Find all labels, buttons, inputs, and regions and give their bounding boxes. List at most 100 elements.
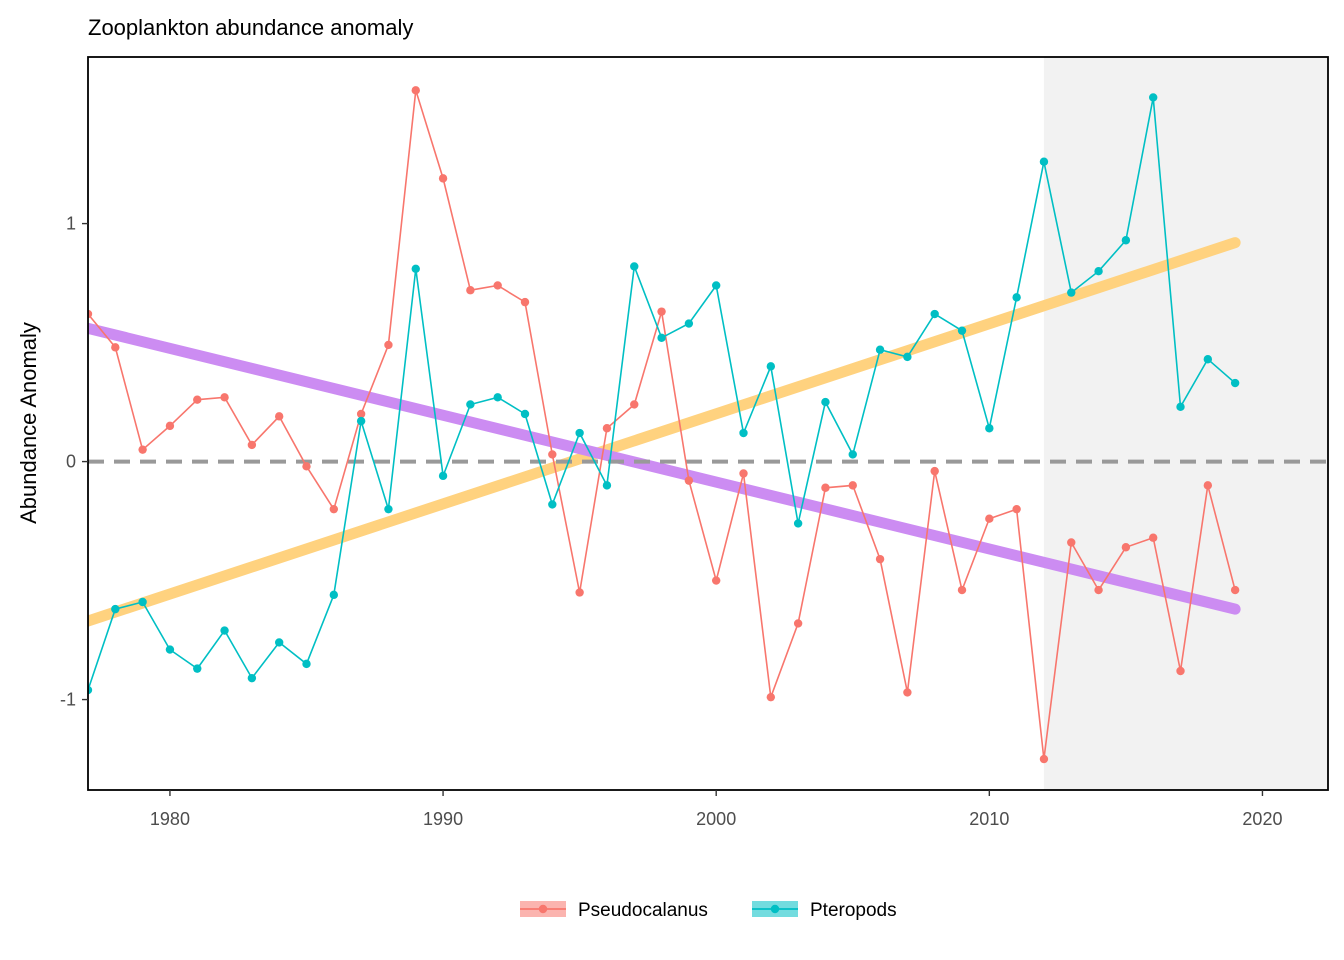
x-tick-label-2020: 2020 [1242,809,1282,829]
data-point-pseudocalanus-1987 [356,409,366,419]
data-point-pseudocalanus-2004 [821,483,830,492]
trend-line-2 [88,322,1241,615]
data-point-pseudocalanus-2014 [1094,585,1103,595]
data-point-pteropods-1983 [247,673,257,683]
data-point-pteropods-1987 [356,416,366,426]
data-point-pseudocalanus-2003 [793,619,803,628]
data-point-pseudocalanus-1994 [548,450,557,459]
data-point-pseudocalanus-1979 [138,445,147,454]
data-point-pseudocalanus-1995 [575,588,584,597]
data-point-pteropods-1989 [411,264,420,274]
x-tick-label-2010: 2010 [969,809,1009,829]
data-point-pteropods-2006 [875,345,885,354]
data-point-pseudocalanus-1985 [302,462,311,471]
data-point-pteropods-1997 [630,262,639,271]
data-point-pseudocalanus-2008 [930,466,939,476]
data-point-pteropods-2010 [985,424,994,433]
trend-line-1 [88,237,1241,627]
data-point-pseudocalanus-1977 [88,309,93,319]
data-point-pteropods-2000 [711,281,721,290]
y-axis-title: Abundance Anomaly [16,322,41,524]
data-point-pteropods-2015 [1121,236,1131,245]
data-point-pseudocalanus-1978 [111,343,120,352]
data-point-pteropods-1993 [520,409,530,419]
legend-label-pteropods: Pteropods [810,900,897,921]
plot-area [88,57,1328,790]
data-point-pseudocalanus-2016 [1148,533,1158,542]
data-point-pseudocalanus-1999 [684,476,694,485]
data-point-pseudocalanus-1998 [657,307,666,316]
legend-key-point-pseudocalanus [538,904,548,914]
data-point-pteropods-1996 [602,481,612,490]
data-point-pseudocalanus-2006 [875,554,885,564]
data-point-pseudocalanus-2000 [711,576,721,585]
y-tick-label-0: 0 [66,452,76,472]
data-point-pseudocalanus-2001 [739,469,748,478]
legend: Pseudocalanus Pteropods [520,900,897,921]
data-point-pseudocalanus-2019 [1230,585,1240,595]
data-point-pseudocalanus-1996 [602,424,612,433]
data-point-pteropods-2016 [1148,93,1158,102]
data-point-pteropods-2004 [821,397,830,407]
data-point-pteropods-1991 [466,400,475,409]
x-tick-label-2000: 2000 [696,809,736,829]
data-point-pteropods-2013 [1067,288,1076,297]
data-point-pteropods-2005 [848,450,857,459]
data-point-pseudocalanus-1991 [466,286,475,295]
legend-key-point-pteropods [770,904,780,914]
data-point-pteropods-2011 [1012,293,1021,302]
data-point-pseudocalanus-1988 [384,340,393,350]
plot-border [87,56,1329,791]
x-tick-label-1990: 1990 [423,809,463,829]
plot-panel: 1980 1990 2000 2010 2020 -1 0 1 [60,56,1329,829]
y-tick-label--1: -1 [60,690,76,710]
data-point-pseudocalanus-1986 [329,504,339,514]
data-point-pteropods-2001 [739,428,748,438]
data-point-pteropods-1995 [575,428,584,438]
data-point-pteropods-1994 [548,500,557,509]
data-point-pteropods-1981 [193,664,202,673]
data-point-pseudocalanus-2013 [1067,538,1076,547]
data-point-pseudocalanus-1997 [630,400,639,409]
data-point-pseudocalanus-1989 [411,86,420,95]
data-point-pseudocalanus-2017 [1176,666,1185,676]
data-point-pseudocalanus-2002 [766,692,776,702]
data-point-pseudocalanus-2015 [1121,543,1131,552]
chart-title: Zooplankton abundance anomaly [88,15,413,40]
data-point-pseudocalanus-1980 [165,421,175,431]
data-point-pteropods-1990 [438,471,448,481]
data-point-pteropods-1979 [138,597,147,607]
data-point-pseudocalanus-1990 [438,174,448,183]
data-point-pteropods-2002 [766,362,776,371]
data-point-pteropods-2008 [930,309,939,319]
data-point-pteropods-1982 [220,626,229,635]
data-point-pteropods-1984 [274,638,284,647]
data-point-pseudocalanus-2012 [1039,754,1049,764]
data-point-pseudocalanus-1981 [193,395,202,404]
data-point-pseudocalanus-1984 [274,412,284,421]
data-point-pteropods-1978 [111,604,120,614]
data-point-pteropods-2003 [793,519,803,528]
data-point-pseudocalanus-1992 [493,281,502,290]
data-point-pteropods-1986 [329,590,339,600]
data-point-pseudocalanus-2007 [903,688,912,697]
data-point-pteropods-1992 [493,393,502,402]
data-point-pseudocalanus-1993 [520,297,530,307]
x-tick-label-1980: 1980 [150,809,190,829]
data-point-pteropods-2007 [903,352,912,362]
data-point-pteropods-2018 [1203,355,1213,364]
data-point-pteropods-1977 [88,685,93,695]
data-point-pteropods-2014 [1094,266,1103,276]
data-point-pteropods-2017 [1176,402,1185,412]
data-point-pseudocalanus-2009 [957,585,967,595]
shaded-region [1043,57,1328,790]
data-point-pseudocalanus-2010 [985,514,994,523]
data-point-pteropods-1980 [165,645,175,654]
data-point-pteropods-1985 [302,659,311,669]
data-point-pseudocalanus-1983 [247,440,257,450]
data-point-pteropods-1999 [684,319,694,328]
data-point-pseudocalanus-2005 [848,481,857,490]
data-point-pseudocalanus-2011 [1012,504,1021,514]
data-point-pseudocalanus-1982 [220,393,229,402]
